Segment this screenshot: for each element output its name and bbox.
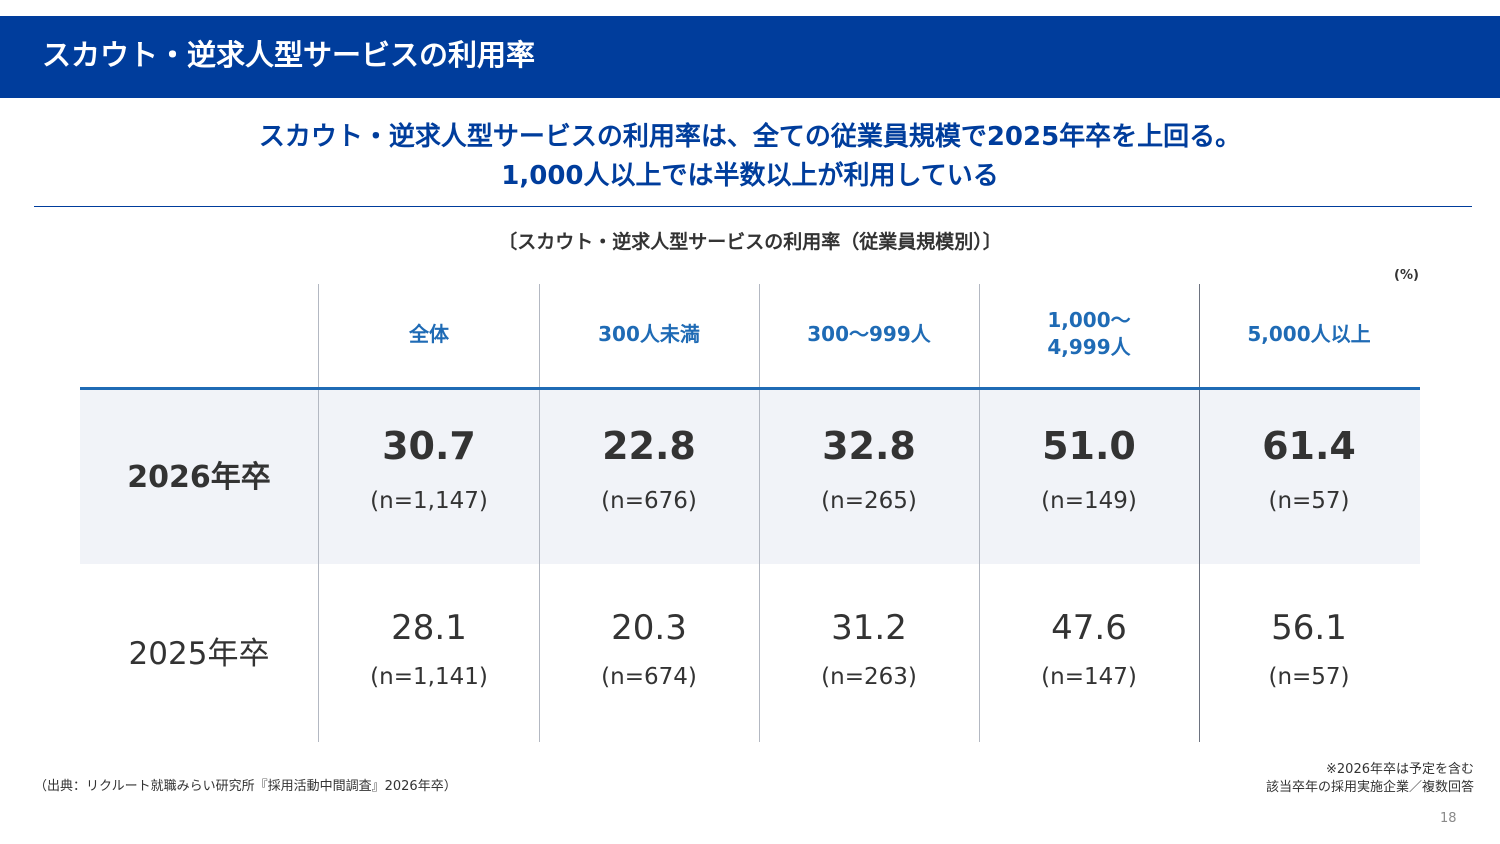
table-cell-sample-size: (n=263) (821, 664, 917, 690)
table-cell-value: 20.3 (611, 608, 687, 648)
table-cell-sample-size: (n=1,141) (370, 664, 488, 690)
table-cell-value: 47.6 (1051, 608, 1127, 648)
title-bar: スカウト・逆求人型サービスの利用率 (0, 16, 1500, 98)
column-divider (1199, 284, 1200, 742)
footnote: ※2026年卒は予定を含む (1326, 762, 1474, 777)
row-label-2025: 2025年卒 (128, 636, 270, 672)
row-2026-background (80, 390, 1420, 564)
table-cell-sample-size: (n=147) (1041, 664, 1137, 690)
column-divider (318, 284, 319, 742)
unit-label: (%) (1394, 268, 1419, 283)
table-cell-sample-size: (n=57) (1268, 488, 1350, 514)
table-cell-sample-size: (n=1,147) (370, 488, 488, 514)
table-cell-value: 30.7 (382, 424, 476, 468)
table-cell-sample-size: (n=674) (601, 664, 697, 690)
header-underline (80, 387, 1420, 390)
column-header-under-300: 300人未満 (598, 321, 700, 346)
page-title: スカウト・逆求人型サービスの利用率 (42, 38, 536, 72)
headline-line-2: 1,000人以上では半数以上が利用している (501, 161, 999, 191)
table-cell-value: 56.1 (1271, 608, 1347, 648)
table-cell-value: 61.4 (1262, 424, 1356, 468)
headline-divider (34, 206, 1472, 207)
table-cell-value: 28.1 (391, 608, 467, 648)
column-divider (979, 284, 980, 742)
table-cell-sample-size: (n=265) (821, 488, 917, 514)
column-divider (759, 284, 760, 742)
column-header-300-999: 300〜999人 (807, 321, 931, 346)
table-title: 〔スカウト・逆求人型サービスの利用率（従業員規模別）〕 (498, 231, 1002, 253)
column-header-5000-plus: 5,000人以上 (1247, 321, 1371, 346)
table-cell-value: 32.8 (822, 424, 916, 468)
source-citation: （出典：リクルート就職みらい研究所『採用活動中間調査』2026年卒） (34, 779, 457, 794)
headline-line-1: スカウト・逆求人型サービスの利用率は、全ての従業員規模で2025年卒を上回る。 (258, 122, 1242, 152)
table-cell-value: 51.0 (1042, 424, 1136, 468)
column-header-1000-4999: 1,000〜 4,999人 (1047, 308, 1131, 359)
column-divider (539, 284, 540, 742)
footnote: 該当卒年の採用実施企業／複数回答 (1265, 780, 1474, 795)
row-label-2026: 2026年卒 (127, 460, 271, 495)
table-cell-value: 22.8 (602, 424, 696, 468)
table-cell-sample-size: (n=57) (1268, 664, 1350, 690)
table-cell-sample-size: (n=149) (1041, 488, 1137, 514)
table-cell-sample-size: (n=676) (601, 488, 697, 514)
column-header-total: 全体 (409, 321, 449, 346)
page-number: 18 (1440, 811, 1457, 826)
table-cell-value: 31.2 (831, 608, 907, 648)
